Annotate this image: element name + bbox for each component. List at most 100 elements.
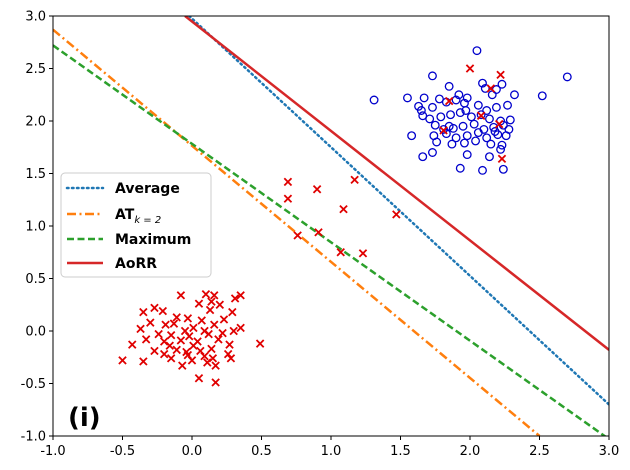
negative-point [182,347,191,357]
negative-point [392,210,401,219]
positive-point [425,114,435,124]
positive-point [418,111,428,121]
data-layer [53,16,609,436]
positive-point [490,127,500,136]
negative-point [358,249,368,258]
negative-point [210,291,219,300]
positive-point [496,144,506,154]
negative-point [136,324,145,334]
negative-point-stroke [210,291,219,300]
positive-point [476,110,486,120]
positive-point [505,115,515,125]
negative-point [208,354,218,363]
positive-point [478,165,487,175]
negative-point-stroke [165,341,174,350]
negative-point-stroke [150,303,159,313]
legend-label-average: Average [115,181,180,197]
y-tick-label: 3.0 [25,10,46,25]
negative-point [215,300,225,309]
negative-point-stroke [201,290,211,299]
negative-point [230,294,240,303]
negative-point-stroke [236,323,245,333]
positive-point [473,128,483,137]
y-tick-label: -0.5 [21,377,46,392]
positive-point [407,131,417,141]
positive-point [455,108,465,118]
x-tick-label: 2.5 [529,444,550,459]
legend-label-at-main: AT [115,207,135,223]
negative-point-stroke [465,64,475,73]
negative-point [314,228,323,237]
negative-point [127,340,137,349]
negative-point-stroke [211,361,220,370]
negative-point [189,341,198,350]
negative-point-stroke [141,335,151,344]
negative-point [218,328,227,338]
positive-point [428,102,437,112]
negative-point-stroke [166,330,176,340]
negative-point [283,177,293,187]
positive-point [451,133,461,143]
negative-point [465,64,475,73]
negative-point [150,303,159,313]
negative-point-stroke [187,356,197,365]
positive-point [434,94,444,104]
negative-point [207,297,216,306]
positive-point [462,150,472,160]
positive-point [369,95,379,105]
positive-point [486,139,496,149]
legend-label-at: ATk = 2 [115,207,161,226]
negative-point [118,356,127,365]
negative-point [312,185,322,194]
axes: -1.0 -0.5 0.0 0.5 1.0 1.5 2.0 2.5 3.0 -1.0 -0.5 0.0… [21,10,620,460]
x-tick-label: 1.0 [321,444,342,459]
negative-point-stroke [205,305,215,315]
negative-point [336,248,345,257]
negative-point-stroke [146,318,155,327]
positive-point [510,90,519,100]
negative-point [172,313,181,322]
negative-point-stroke [486,84,496,93]
negative-point [293,231,302,240]
negative-point [476,111,486,120]
negative-point [176,336,186,345]
negative-point [211,378,220,387]
negative-point-stroke [293,231,302,240]
negative-point [200,351,209,361]
negative-point-stroke [223,349,233,359]
negative-point-stroke [219,315,229,324]
positive-point [454,90,464,100]
negative-point-stroke [439,126,448,135]
positive-point [461,106,471,115]
legend-box [60,172,212,278]
negative-point [207,344,216,354]
boundary-line-aorr [184,16,609,351]
negative-point [178,361,187,370]
negative-point-stroke [150,346,159,356]
positive-point [562,72,572,82]
negative-point-stroke [159,349,169,359]
positive-point [428,71,437,81]
positive-point [491,102,501,112]
x-tick-label: 3.0 [599,444,620,459]
negative-point [139,307,148,317]
y-tick-label: 0.5 [25,272,46,287]
negative-point-stroke [166,354,176,363]
positive-point [497,140,507,150]
negative-point-stroke [203,358,212,367]
negative-point-stroke [180,326,190,336]
y-tick-label: 1.5 [25,167,46,182]
negative-point-stroke [158,306,168,316]
negative-point [189,323,198,333]
negative-point [146,318,155,327]
positive-point [430,120,440,130]
negative-point-stroke [169,319,179,328]
negative-point [183,314,193,323]
negative-point-stroke [283,194,293,203]
positive-point [482,106,492,115]
negative-point [236,291,245,300]
negative-point [172,345,181,355]
negative-point [204,329,213,339]
positive-point [497,79,507,89]
